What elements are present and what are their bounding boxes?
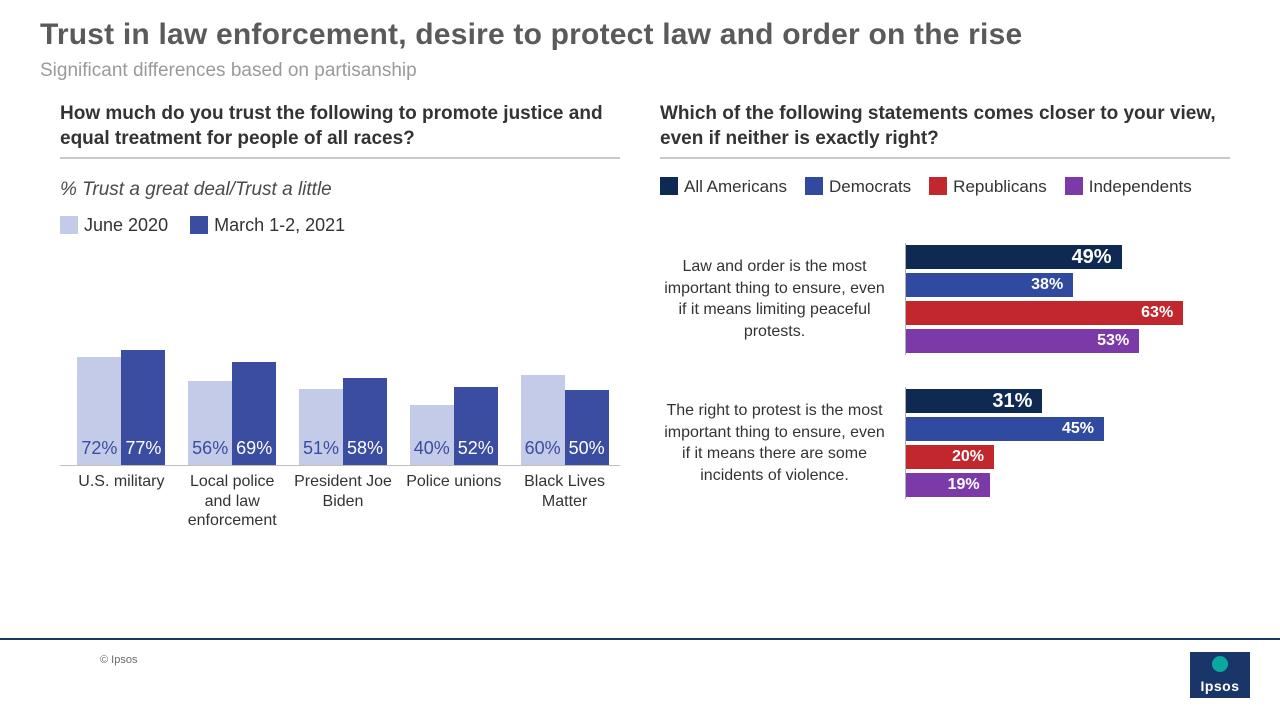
bar-value-label: 50% bbox=[565, 438, 609, 459]
logo-text: Ipsos bbox=[1200, 678, 1239, 694]
page-subtitle: Significant differences based on partisa… bbox=[40, 60, 417, 82]
legend-item: Democrats bbox=[805, 177, 911, 197]
question-block: The right to protest is the most importa… bbox=[660, 387, 1230, 499]
hbar-row: 19% bbox=[906, 471, 1230, 499]
bar-group: 72%77% bbox=[66, 350, 177, 466]
logo-mark-icon bbox=[1212, 656, 1228, 672]
bar: 40% bbox=[410, 405, 454, 465]
legend-label: Democrats bbox=[829, 177, 911, 196]
hbar: 38% bbox=[906, 273, 1073, 297]
hbar-row: 53% bbox=[906, 327, 1230, 355]
legend-label: Republicans bbox=[953, 177, 1047, 196]
bar: 72% bbox=[77, 357, 121, 465]
legend-swatch-icon bbox=[929, 177, 947, 195]
hbar-row: 63% bbox=[906, 299, 1230, 327]
page-title: Trust in law enforcement, desire to prot… bbox=[40, 18, 1022, 52]
bar-value-label: 60% bbox=[521, 438, 565, 459]
hbar-row: 49% bbox=[906, 243, 1230, 271]
bar-group: 51%58% bbox=[288, 378, 399, 465]
divider bbox=[60, 157, 620, 159]
hbar-value-label: 53% bbox=[1097, 332, 1129, 350]
bar-value-label: 40% bbox=[410, 438, 454, 459]
hbar: 31% bbox=[906, 389, 1042, 413]
bar-group: 40%52% bbox=[398, 387, 509, 465]
hbar-group: 49% 38% 63% 53% bbox=[905, 243, 1230, 355]
question-text: Law and order is the most important thin… bbox=[660, 256, 905, 342]
hbar-row: 20% bbox=[906, 443, 1230, 471]
bar-value-label: 51% bbox=[299, 438, 343, 459]
hbar: 53% bbox=[906, 329, 1139, 353]
hbar-value-label: 31% bbox=[992, 390, 1032, 413]
bar: 52% bbox=[454, 387, 498, 465]
bar-group: 56%69% bbox=[177, 362, 288, 466]
bar: 60% bbox=[521, 375, 565, 465]
legend-label: Independents bbox=[1089, 177, 1192, 196]
xaxis-label: Black Lives Matter bbox=[509, 472, 620, 530]
legend-label: All Americans bbox=[684, 177, 787, 196]
bar: 56% bbox=[188, 381, 232, 465]
hbar-row: 31% bbox=[906, 387, 1230, 415]
hbar-group: 31% 45% 20% 19% bbox=[905, 387, 1230, 499]
bar: 50% bbox=[565, 390, 609, 465]
legend-label: June 2020 bbox=[84, 215, 168, 235]
hbar-value-label: 49% bbox=[1072, 246, 1112, 269]
copyright: © Ipsos bbox=[100, 654, 137, 666]
question-text: The right to protest is the most importa… bbox=[660, 400, 905, 486]
bar-value-label: 69% bbox=[232, 438, 276, 459]
xaxis-label: U.S. military bbox=[66, 472, 177, 530]
hbar-value-label: 63% bbox=[1141, 304, 1173, 322]
right-chart-legend: All Americans Democrats Republicans Indepen… bbox=[660, 177, 1230, 197]
hbar-value-label: 38% bbox=[1031, 276, 1063, 294]
legend-swatch-icon bbox=[805, 177, 823, 195]
bar-value-label: 72% bbox=[77, 438, 121, 459]
xaxis-label: President Joe Biden bbox=[288, 472, 399, 530]
legend-item: All Americans bbox=[660, 177, 787, 197]
bar-value-label: 58% bbox=[343, 438, 387, 459]
left-chart-xaxis: U.S. militaryLocal police and law enforc… bbox=[60, 472, 620, 530]
legend-item: Independents bbox=[1065, 177, 1192, 197]
legend-label: March 1-2, 2021 bbox=[214, 215, 345, 235]
bar: 77% bbox=[121, 350, 165, 466]
right-chart-questions: Law and order is the most important thin… bbox=[660, 243, 1230, 499]
hbar-value-label: 19% bbox=[948, 476, 980, 494]
hbar-value-label: 20% bbox=[952, 448, 984, 466]
left-chart-plot: 72%77%56%69%51%58%40%52%60%50% bbox=[60, 296, 620, 466]
bar-value-label: 52% bbox=[454, 438, 498, 459]
bar: 69% bbox=[232, 362, 276, 466]
left-chart-legend: June 2020 March 1-2, 2021 bbox=[60, 215, 620, 236]
legend-swatch-icon bbox=[190, 216, 208, 234]
legend-item: March 1-2, 2021 bbox=[190, 215, 345, 236]
xaxis-label: Police unions bbox=[398, 472, 509, 530]
bar-group: 60%50% bbox=[509, 375, 620, 465]
left-chart-title: How much do you trust the following to p… bbox=[60, 102, 620, 151]
divider bbox=[660, 157, 1230, 159]
bar: 58% bbox=[343, 378, 387, 465]
left-chart: How much do you trust the following to p… bbox=[60, 102, 620, 530]
bar-value-label: 56% bbox=[188, 438, 232, 459]
hbar-row: 38% bbox=[906, 271, 1230, 299]
right-chart-title: Which of the following statements comes … bbox=[660, 102, 1230, 151]
legend-swatch-icon bbox=[660, 177, 678, 195]
left-chart-yaxis-label: % Trust a great deal/Trust a little bbox=[60, 179, 620, 201]
bar: 51% bbox=[299, 389, 343, 466]
hbar-row: 45% bbox=[906, 415, 1230, 443]
legend-swatch-icon bbox=[1065, 177, 1083, 195]
legend-swatch-icon bbox=[60, 216, 78, 234]
legend-item: Republicans bbox=[929, 177, 1047, 197]
hbar: 63% bbox=[906, 301, 1183, 325]
xaxis-label: Local police and law enforcement bbox=[177, 472, 288, 530]
hbar: 20% bbox=[906, 445, 994, 469]
question-block: Law and order is the most important thin… bbox=[660, 243, 1230, 355]
right-chart: Which of the following statements comes … bbox=[660, 102, 1230, 499]
hbar-value-label: 45% bbox=[1062, 420, 1094, 438]
bar-value-label: 77% bbox=[121, 438, 165, 459]
ipsos-logo: Ipsos bbox=[1190, 652, 1250, 698]
hbar: 19% bbox=[906, 473, 990, 497]
hbar: 49% bbox=[906, 245, 1122, 269]
legend-item: June 2020 bbox=[60, 215, 168, 236]
hbar: 45% bbox=[906, 417, 1104, 441]
footer-divider bbox=[0, 638, 1280, 640]
